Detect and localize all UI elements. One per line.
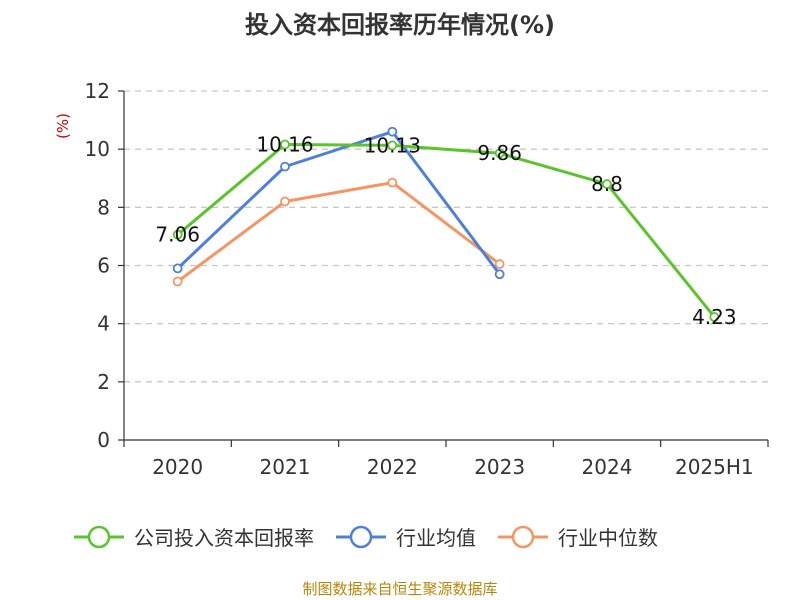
series-2-point-2023 [494,259,505,269]
y-tick-label-6: 6 [97,254,110,278]
x-tick-label-2024: 2024 [582,455,633,479]
series-0-point-2024 [602,179,612,189]
data-label-2022: 10.13 [364,133,421,157]
series-1-point-2023 [494,269,505,280]
series-2-point-2021 [280,196,290,207]
data-label-2025H1: 4.23 [692,305,737,329]
series-0-point-2020 [172,229,183,240]
series-line-1 [176,130,501,276]
x-tick-label-2020: 2020 [152,455,203,479]
data-label-2024: 8.8 [591,172,623,196]
series-line-2 [176,181,501,283]
y-tick-label-8: 8 [97,195,110,219]
y-tick-label-10: 10 [85,137,110,161]
legend-marker-1 [349,525,373,549]
series-2-point-2022 [387,177,398,188]
series-0-point-2023 [494,148,505,159]
grid-lines [124,90,768,383]
y-tick-label-0: 0 [97,428,110,452]
legend-label-2: 行业中位数 [558,526,658,550]
legend-marker-0 [87,525,111,549]
y-tick-label-2: 2 [97,370,110,394]
legend: 公司投入资本回报率 行业均值 行业中位数 [74,525,658,550]
x-tick-label-2025H1: 2025H1 [675,455,754,479]
source-note: 制图数据来自恒生聚源数据库 [302,580,497,598]
data-labels: 7.06 10.16 10.13 9.86 8.8 4.23 [155,133,736,329]
legend-marker-2 [511,525,535,549]
data-label-2020: 7.06 [155,223,200,247]
legend-label-0: 公司投入资本回报率 [134,526,314,550]
y-axis-label: (%) [54,113,72,139]
series-0-point-2022 [387,140,398,151]
y-tick-label-12: 12 [85,79,110,103]
data-label-2023: 9.86 [477,141,522,165]
x-tick-label-2021: 2021 [260,455,311,479]
series-line-0 [176,143,716,318]
y-tick-label-4: 4 [97,312,110,336]
series-1-point-2022 [387,126,398,137]
series-layer [172,126,720,322]
data-label-2021: 10.16 [256,133,313,157]
chart-title: 投入资本回报率历年情况(%) [245,11,555,39]
series-1-point-2021 [280,161,290,172]
series-0-point-2025H1 [709,312,720,322]
series-2-point-2020 [172,276,183,287]
series-1-point-2020 [172,263,183,274]
series-0-point-2021 [280,139,290,150]
x-tick-label-2023: 2023 [474,455,525,479]
legend-label-1: 行业均值 [396,526,476,550]
axes: 0 2 4 6 8 10 12 2020 2021 2022 2023 2024 2025H1 [85,79,769,479]
x-tick-label-2022: 2022 [367,455,418,479]
